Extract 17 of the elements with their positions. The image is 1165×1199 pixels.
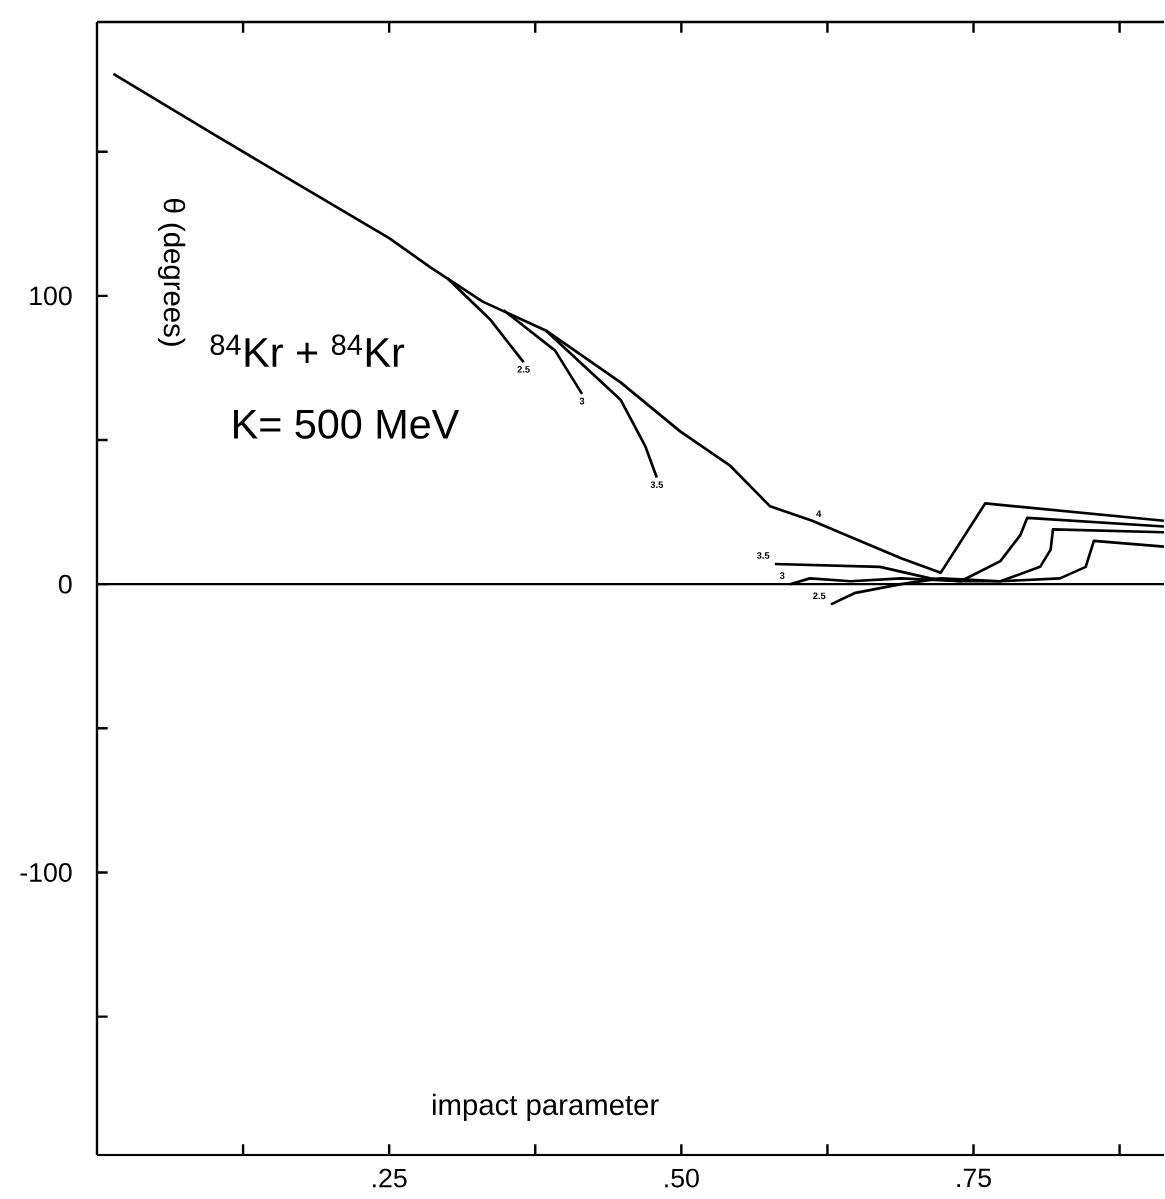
y-tick-label: 100 [30,286,72,306]
annotation: $^{84}$Kr + $^{84}$Kr [210,334,404,367]
y-tick-label: -100 [20,863,72,882]
x-tick-label: .50 [665,1168,699,1188]
y-axis-title: θ (degrees) [157,199,186,346]
y-tick-label: 0 [58,574,72,594]
text: 3.5 [756,552,770,559]
text: 2.5 [812,592,826,600]
series-label: 3 [579,397,585,405]
x-tick-label: .25 [372,1168,407,1188]
text: 3 [779,572,785,579]
x-tick-label: .75 [957,1168,991,1188]
series-label: 4 [816,510,822,517]
series-label: 2.5 [517,366,530,373]
series-label: 3.5 [650,481,663,488]
x-axis-title: impact parameter [432,1093,659,1122]
annotation: K= 500 MeV [233,409,459,439]
